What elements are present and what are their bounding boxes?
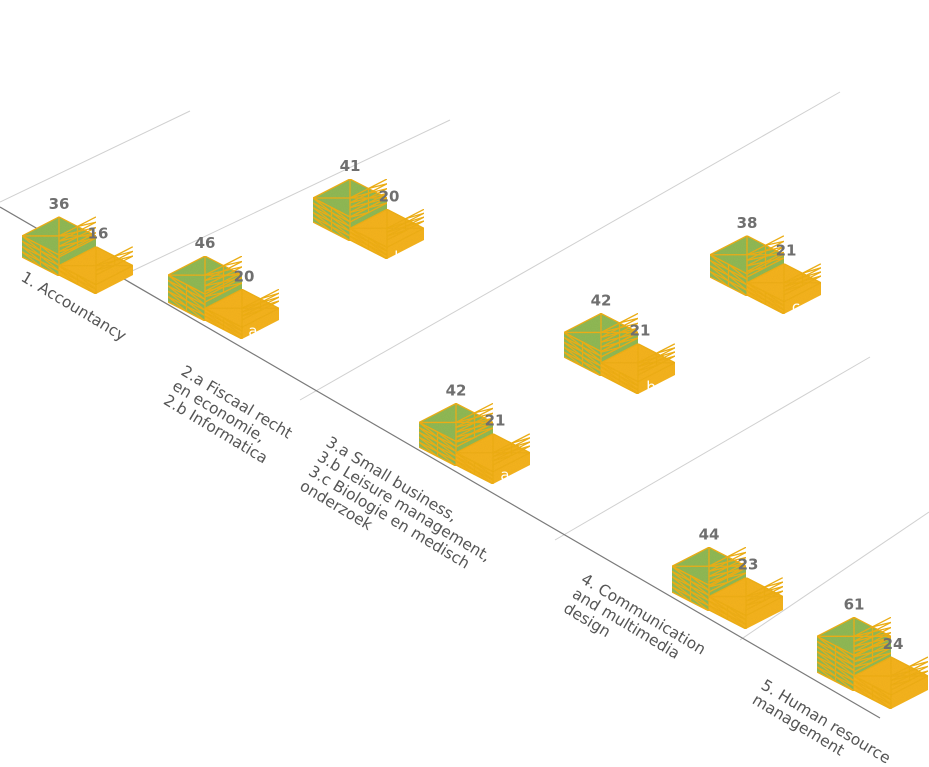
sub-letter: c — [792, 298, 800, 316]
bar-part — [707, 576, 785, 630]
bar-part — [599, 342, 677, 395]
sub-letter: b — [394, 248, 404, 266]
value-label-part: 21 — [485, 412, 506, 430]
value-label-part: 23 — [738, 556, 759, 574]
bar-part — [57, 245, 135, 295]
value-label-part: 21 — [776, 242, 797, 260]
bar-total — [20, 216, 98, 277]
sub-letter: b — [646, 378, 656, 396]
sub-letter: a — [248, 322, 257, 340]
value-label-total: 41 — [340, 157, 361, 175]
value-label-part: 20 — [379, 187, 400, 205]
sub-letter: a — [500, 466, 509, 484]
gridline — [554, 356, 871, 541]
value-label-total: 38 — [737, 214, 758, 232]
bars-layer — [20, 178, 929, 710]
bar-part — [745, 262, 823, 315]
bar-total — [708, 235, 786, 297]
value-label-part: 21 — [630, 322, 651, 340]
value-label-part: 20 — [234, 267, 255, 285]
category-label: 2.a Fiscaal rechten economie,2.b Informa… — [160, 362, 295, 472]
bar-part — [203, 288, 281, 340]
bar-part — [454, 432, 532, 485]
value-label-total: 44 — [699, 525, 720, 543]
bar-part — [852, 656, 929, 710]
value-label-total: 46 — [195, 234, 216, 252]
value-label-part: 16 — [88, 225, 109, 243]
value-label-total: 36 — [49, 195, 70, 213]
baseline-axis — [0, 206, 881, 719]
value-label-part: 24 — [883, 635, 904, 653]
value-label-total: 42 — [446, 381, 467, 399]
gridline — [129, 119, 451, 273]
grid-layer — [0, 91, 929, 719]
gridline — [299, 91, 841, 401]
value-label-total: 61 — [844, 595, 865, 613]
gridline — [0, 110, 191, 203]
bar-total — [815, 616, 893, 692]
bar-part — [348, 208, 426, 260]
value-label-total: 42 — [591, 291, 612, 309]
gridline — [739, 511, 929, 641]
